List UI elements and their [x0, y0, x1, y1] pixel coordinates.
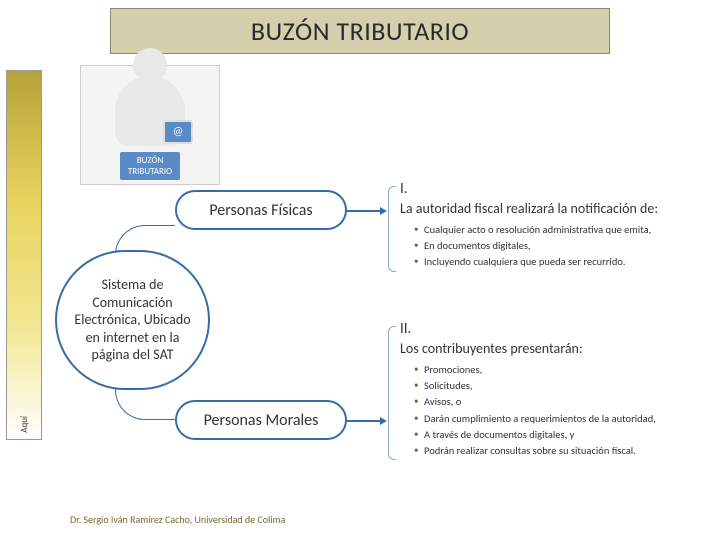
node-personas-fisicas: Personas Físicas: [175, 190, 347, 230]
title-bar: BUZÓN TRIBUTARIO: [110, 8, 610, 54]
node-sistema: Sistema de Comunicación Electrónica, Ubi…: [55, 250, 210, 390]
list-item: Darán cumplimiento a requerimientos de l…: [414, 412, 700, 426]
list-item: Solicitudes,: [414, 379, 700, 393]
section1-list: Cualquier acto o resolución administrati…: [400, 223, 700, 270]
illustration-label: BUZÓNTRIBUTARIO: [120, 152, 180, 180]
section-2: II. Los contribuyentes presentarán: Prom…: [400, 320, 700, 466]
arrow-to-section1: [345, 210, 385, 212]
at-screen: @: [163, 120, 193, 144]
list-item: Promociones,: [414, 363, 700, 377]
list-item: Avisos, o: [414, 395, 700, 409]
section2-numeral: II.: [400, 320, 700, 338]
list-item: Podrán realizar consultas sobre su situa…: [414, 444, 700, 458]
bracket-icon: [388, 186, 396, 272]
list-item: Incluyendo cualquiera que pueda ser recu…: [414, 255, 700, 269]
section1-numeral: I.: [400, 180, 700, 198]
page-title: BUZÓN TRIBUTARIO: [251, 15, 469, 47]
node-label: Sistema de Comunicación Electrónica, Ubi…: [69, 276, 196, 364]
section-1: I. La autoridad fiscal realizará la noti…: [400, 180, 700, 278]
node-label: Personas Físicas: [209, 201, 312, 220]
arrow-to-section2: [345, 420, 385, 422]
node-label: Personas Morales: [204, 411, 319, 430]
section1-subtitle: La autoridad fiscal realizará la notific…: [400, 200, 700, 217]
side-banner: Aquí: [6, 70, 42, 440]
section2-list: Promociones, Solicitudes, Avisos, o Dará…: [400, 363, 700, 458]
buzon-illustration: @ BUZÓNTRIBUTARIO: [80, 65, 220, 185]
list-item: A través de documentos digitales, y: [414, 428, 700, 442]
node-personas-morales: Personas Morales: [175, 400, 347, 440]
footer-credit: Dr. Sergio Iván Ramírez Cacho, Universid…: [70, 513, 285, 526]
list-item: Cualquier acto o resolución administrati…: [414, 223, 700, 237]
banner-text: Aquí: [19, 416, 30, 433]
list-item: En documentos digitales,: [414, 239, 700, 253]
bracket-icon: [388, 326, 396, 460]
section2-subtitle: Los contribuyentes presentarán:: [400, 340, 700, 357]
